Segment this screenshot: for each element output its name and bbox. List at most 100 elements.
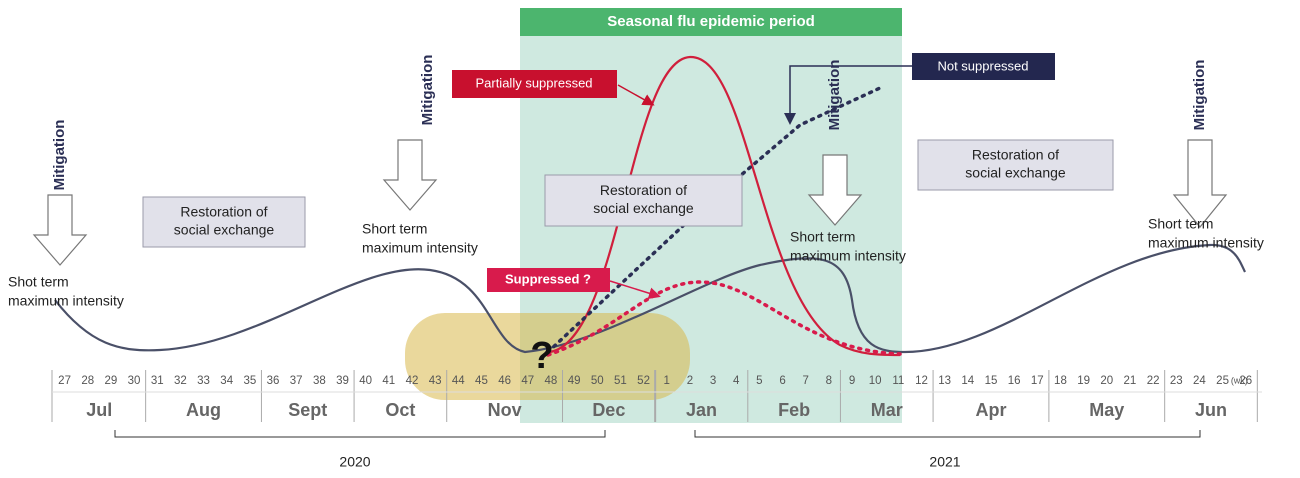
month-label: Sept [288, 400, 327, 420]
week-label: 21 [1124, 375, 1137, 387]
intensity-label: maximum intensity [790, 248, 906, 264]
week-label: 4 [733, 375, 740, 387]
week-label: 5 [756, 375, 762, 387]
arrow [609, 280, 661, 300]
week-label: 3 [710, 375, 716, 387]
month-label: Jun [1195, 400, 1227, 420]
intensity-label: maximum intensity [362, 240, 478, 256]
week-label: 13 [938, 375, 951, 387]
month-label: Apr [975, 400, 1006, 420]
restoration-label: Restoration of [180, 204, 267, 220]
month-label: Nov [488, 400, 522, 420]
mitigation-label: Mitigation [51, 120, 68, 191]
week-label: 1 [664, 375, 670, 387]
restoration-label: social exchange [593, 200, 694, 216]
week-label: 22 [1147, 375, 1160, 387]
week-label: 7 [802, 375, 808, 387]
week-label: 35 [243, 375, 256, 387]
week-label: 16 [1008, 375, 1021, 387]
week-label: 39 [336, 375, 349, 387]
partial-box [452, 70, 617, 98]
week-label: 28 [81, 375, 94, 387]
week-label: 2 [687, 375, 693, 387]
week-label: 8 [826, 375, 832, 387]
month-label: Aug [186, 400, 221, 420]
week-label: 10 [869, 375, 882, 387]
intensity-label: Shot term [8, 274, 69, 290]
week-label: 29 [105, 375, 118, 387]
suppressed-box [487, 268, 610, 292]
week-label: 45 [475, 375, 488, 387]
week-label: 48 [545, 375, 558, 387]
week-label: 20 [1100, 375, 1113, 387]
week-label: 25 [1216, 375, 1229, 387]
week-label: 37 [290, 375, 303, 387]
week-label: 23 [1170, 375, 1183, 387]
week-label: 52 [637, 375, 650, 387]
week-label: 26 [1239, 375, 1252, 387]
question: ? [530, 335, 553, 377]
year-bracket [694, 430, 1201, 438]
week-label: 50 [591, 375, 604, 387]
baseline-curve [54, 243, 1246, 354]
partial-curve [549, 55, 901, 357]
header: Seasonal flu epidemic period [607, 13, 815, 30]
week-label: 43 [429, 375, 442, 387]
week-label: 42 [406, 375, 419, 387]
week-label: 51 [614, 375, 627, 387]
month-label: Mar [871, 400, 903, 420]
week-label: 15 [985, 375, 998, 387]
year-bracket [114, 430, 606, 438]
week-label: 18 [1054, 375, 1067, 387]
intensity-label: Short term [1148, 216, 1213, 232]
year-label: 2021 [929, 454, 960, 470]
week-label: 38 [313, 375, 326, 387]
week-label: 46 [498, 375, 511, 387]
header-bar [520, 8, 902, 36]
intensity-label: maximum intensity [1148, 235, 1264, 251]
arrow [617, 84, 655, 106]
month-label: Oct [385, 400, 415, 420]
week-label: 44 [452, 375, 465, 387]
mitigation-label: Mitigation [1191, 60, 1208, 131]
none-label: Not suppressed [937, 58, 1028, 73]
mitigation-label: Mitigation [419, 55, 436, 126]
week-label: 49 [568, 375, 581, 387]
month-label: Jul [86, 400, 112, 420]
week-label: 24 [1193, 375, 1206, 387]
week-label: 40 [359, 375, 372, 387]
year-label: 2020 [339, 454, 370, 470]
week-label: 33 [197, 375, 210, 387]
mitigation-label: Mitigation [826, 60, 843, 131]
week-label: 36 [267, 375, 280, 387]
partial-label: Partially suppressed [475, 75, 592, 90]
suppressed-label: Suppressed ? [505, 271, 591, 286]
week-label: 27 [58, 375, 71, 387]
restoration-label: social exchange [965, 165, 1066, 181]
week-label: 14 [961, 375, 974, 387]
month-label: Feb [778, 400, 810, 420]
month-label: Jan [686, 400, 717, 420]
week-label: 19 [1077, 375, 1090, 387]
restoration-box [544, 174, 743, 227]
week-label: 9 [849, 375, 855, 387]
week-label: 32 [174, 375, 187, 387]
week-label: 34 [220, 375, 233, 387]
week-label: 31 [151, 375, 164, 387]
intensity-label: Short term [362, 221, 427, 237]
arrow [784, 65, 912, 125]
month-label: Dec [592, 400, 625, 420]
restoration-label: Restoration of [972, 147, 1059, 163]
suppressed-curve [546, 280, 902, 357]
restoration-label: Restoration of [600, 182, 687, 198]
restoration-box [917, 139, 1114, 191]
intensity-label: maximum intensity [8, 293, 124, 309]
week-unit: (wk) [1231, 375, 1248, 385]
arrows [32, 139, 1228, 266]
restoration-box [142, 196, 306, 248]
not-suppressed-curve [546, 86, 882, 354]
week-label: 17 [1031, 375, 1044, 387]
week-label: 30 [128, 375, 141, 387]
none-box [912, 53, 1055, 80]
